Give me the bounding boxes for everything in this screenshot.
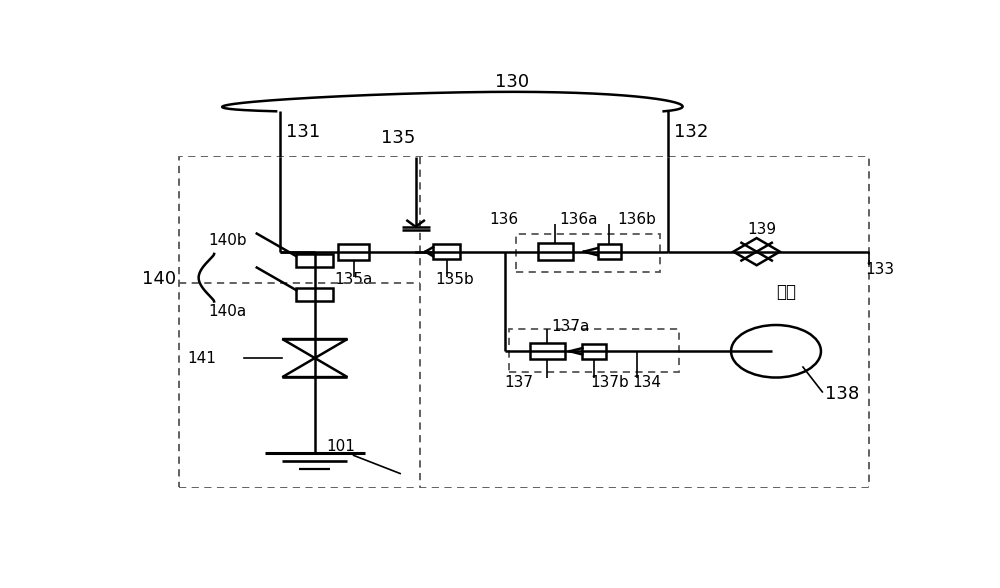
- Text: 133: 133: [865, 262, 894, 278]
- Text: 130: 130: [495, 73, 530, 91]
- Text: 139: 139: [747, 222, 776, 236]
- FancyBboxPatch shape: [296, 255, 333, 267]
- Text: 140b: 140b: [209, 233, 247, 248]
- Text: 136a: 136a: [559, 212, 598, 226]
- Text: 135b: 135b: [435, 272, 474, 287]
- Text: 136: 136: [489, 212, 518, 226]
- Text: 137: 137: [505, 376, 534, 390]
- Text: 101: 101: [326, 439, 355, 454]
- Text: 135: 135: [381, 129, 415, 148]
- FancyBboxPatch shape: [598, 244, 621, 259]
- Text: 泄压: 泄压: [776, 283, 796, 302]
- FancyBboxPatch shape: [582, 344, 606, 359]
- FancyBboxPatch shape: [296, 288, 333, 301]
- Text: 137a: 137a: [551, 319, 590, 334]
- FancyBboxPatch shape: [433, 244, 460, 259]
- Text: 137b: 137b: [590, 376, 629, 390]
- FancyBboxPatch shape: [180, 157, 868, 487]
- Text: 141: 141: [188, 350, 216, 366]
- Text: 135a: 135a: [334, 272, 373, 287]
- Text: 138: 138: [825, 385, 859, 403]
- FancyBboxPatch shape: [538, 243, 573, 260]
- FancyBboxPatch shape: [338, 244, 369, 259]
- Text: 136b: 136b: [617, 212, 656, 226]
- Text: 134: 134: [633, 376, 662, 390]
- Text: 132: 132: [674, 123, 708, 141]
- Text: 140: 140: [142, 270, 176, 288]
- FancyBboxPatch shape: [179, 156, 869, 487]
- Text: 140a: 140a: [209, 304, 247, 319]
- FancyBboxPatch shape: [530, 343, 565, 359]
- Text: 131: 131: [286, 123, 320, 141]
